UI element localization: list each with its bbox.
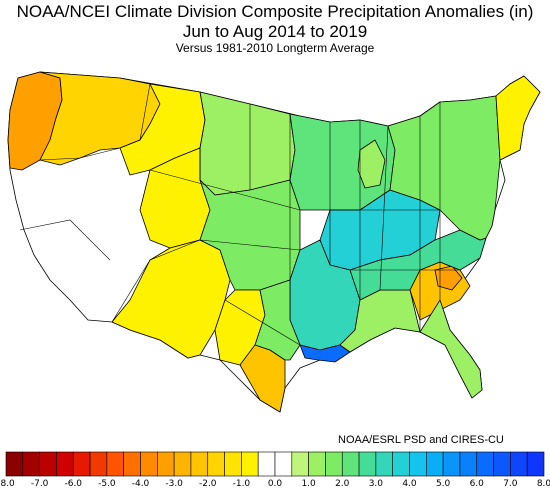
legend-bin (5, 451, 24, 477)
legend-tick-label: 6.0 (470, 479, 485, 489)
region-gulf-coast-louisiana (299, 344, 351, 363)
legend-bin (39, 451, 57, 477)
legend-bin (459, 451, 478, 477)
legend-bin (190, 451, 209, 477)
legend-bin (341, 451, 360, 477)
legend-tick-label: -7.0 (31, 479, 49, 489)
legend-bin (257, 451, 276, 477)
legend-bin (106, 451, 124, 477)
legend-bin (207, 451, 225, 477)
map-subtitle-secondary: Versus 1981-2010 Longterm Average (175, 41, 375, 55)
legend-tick-label: 0.0 (268, 479, 283, 489)
legend-tick-label: 2.0 (335, 479, 350, 489)
legend-tick-label: -4.0 (132, 479, 150, 489)
legend-tick-label: 8.0 (537, 479, 550, 489)
legend-tick-label: -3.0 (165, 479, 183, 489)
legend-tick-label: 5.0 (436, 479, 451, 489)
map-title: NOAA/NCEI Climate Division Composite Pre… (16, 2, 534, 21)
legend-bin (291, 451, 309, 477)
legend-bin (89, 451, 108, 477)
legend-bin (22, 451, 40, 477)
map-subtitle: Jun to Aug 2014 to 2019 (182, 22, 368, 41)
region-southwest (111, 239, 231, 359)
legend-tick-label: -6.0 (64, 479, 82, 489)
legend-bin (157, 451, 175, 477)
region-south-carolina (434, 265, 463, 291)
region-northeast (387, 95, 501, 241)
region-east-texas (254, 279, 301, 361)
legend-bin (140, 451, 158, 477)
region-michigan (357, 139, 386, 189)
legend-tick-label: -8.0 (0, 479, 15, 489)
legend-bin (392, 451, 410, 477)
legend-bin (358, 451, 377, 477)
legend-bin (375, 451, 393, 477)
legend-tick-label: -5.0 (98, 479, 116, 489)
legend-bin (426, 451, 444, 477)
region-florida (419, 299, 483, 399)
region-new-england (495, 75, 541, 161)
legend-bin (409, 451, 427, 477)
state-boundaries (19, 77, 460, 346)
legend-bin (224, 451, 242, 477)
legend-bin (123, 451, 141, 477)
legend-bin (325, 451, 343, 477)
legend-bin (173, 451, 192, 477)
legend-tick-label: -1.0 (233, 479, 251, 489)
legend-bin (510, 451, 528, 477)
legend-tick-label: 7.0 (503, 479, 518, 489)
legend-bin (241, 451, 259, 477)
legend-bin (442, 451, 461, 477)
legend-tick-label: 3.0 (369, 479, 384, 489)
legend-bin (72, 451, 91, 477)
legend-bin (274, 451, 293, 477)
legend-tick-label: 1.0 (301, 479, 316, 489)
legend-bin (476, 451, 494, 477)
legend-tick-label: -2.0 (199, 479, 217, 489)
legend-bin (526, 451, 545, 477)
legend-bin (56, 451, 74, 477)
legend-bin (493, 451, 511, 477)
legend-tick-label: 4.0 (402, 479, 417, 489)
legend-bin (308, 451, 326, 477)
credit-text: NOAA/ESRL PSD and CIRES-CU (338, 434, 504, 446)
